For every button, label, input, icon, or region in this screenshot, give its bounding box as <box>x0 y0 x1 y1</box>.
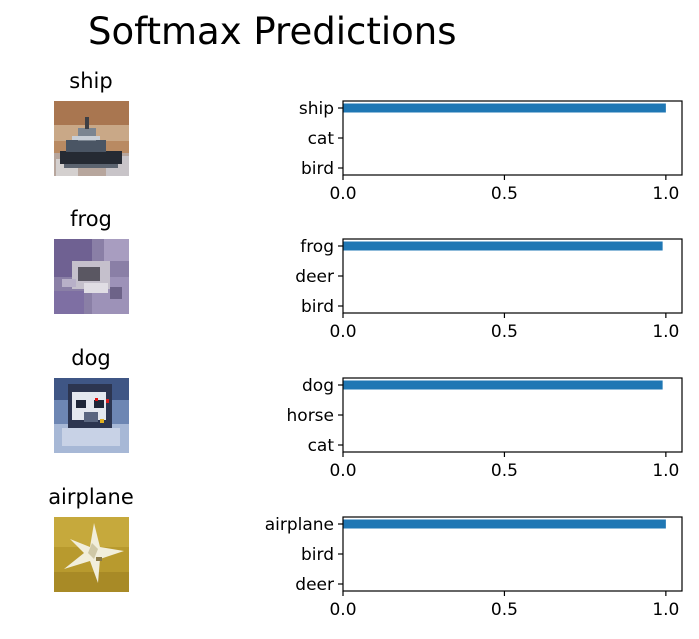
y-tick-label: bird <box>301 297 334 317</box>
y-tick-label: dog <box>302 376 334 396</box>
bar-frog <box>343 241 663 251</box>
y-tick-label: bird <box>301 159 334 179</box>
x-tick-label: 0.0 <box>329 461 356 481</box>
x-tick-label: 1.0 <box>652 184 679 204</box>
image-title: frog <box>70 207 112 231</box>
prediction-row-ship: ship ship cat bird 0.0 0.5 1.0 <box>0 68 699 204</box>
y-tick-label: horse <box>287 406 334 426</box>
frog-image <box>54 239 129 314</box>
prediction-chart-frog: frog deer bird 0.0 0.5 1.0 <box>295 237 683 342</box>
y-tick-label: deer <box>295 267 334 287</box>
y-tick-label: deer <box>295 575 334 595</box>
image-title: ship <box>69 69 113 93</box>
x-tick-label: 0.5 <box>491 461 518 481</box>
x-tick-label: 0.5 <box>491 600 518 620</box>
x-tick-label: 1.0 <box>652 600 679 620</box>
bar-airplane <box>343 519 666 529</box>
prediction-row-dog: dog dog horse cat 0.0 0.5 1.0 <box>0 345 699 481</box>
ship-image <box>54 101 129 176</box>
figure-title: Softmax Predictions <box>88 10 457 53</box>
y-tick-label: ship <box>299 99 334 119</box>
y-tick-label: bird <box>301 545 334 565</box>
y-tick-label: cat <box>308 436 335 456</box>
x-tick-label: 0.0 <box>329 322 356 342</box>
x-tick-label: 0.5 <box>491 184 518 204</box>
x-tick-label: 0.0 <box>329 184 356 204</box>
prediction-row-airplane: airplane airplane bird deer 0.0 0.5 1.0 <box>0 484 699 620</box>
dog-image <box>54 378 129 453</box>
bar-dog <box>343 380 663 390</box>
x-tick-label: 0.5 <box>491 322 518 342</box>
x-tick-label: 0.0 <box>329 600 356 620</box>
x-tick-label: 1.0 <box>652 322 679 342</box>
airplane-image <box>54 517 129 592</box>
prediction-chart-ship: ship cat bird 0.0 0.5 1.0 <box>299 99 683 204</box>
prediction-chart-airplane: airplane bird deer 0.0 0.5 1.0 <box>265 515 683 620</box>
prediction-chart-dog: dog horse cat 0.0 0.5 1.0 <box>287 376 683 481</box>
x-tick-label: 1.0 <box>652 461 679 481</box>
bar-ship <box>343 103 666 113</box>
prediction-row-frog: frog frog deer bird 0.0 0.5 1.0 <box>0 206 699 342</box>
y-tick-label: airplane <box>265 515 334 535</box>
y-tick-label: cat <box>308 129 335 149</box>
y-tick-label: frog <box>300 237 334 257</box>
image-title: dog <box>71 346 111 370</box>
image-title: airplane <box>48 485 134 509</box>
